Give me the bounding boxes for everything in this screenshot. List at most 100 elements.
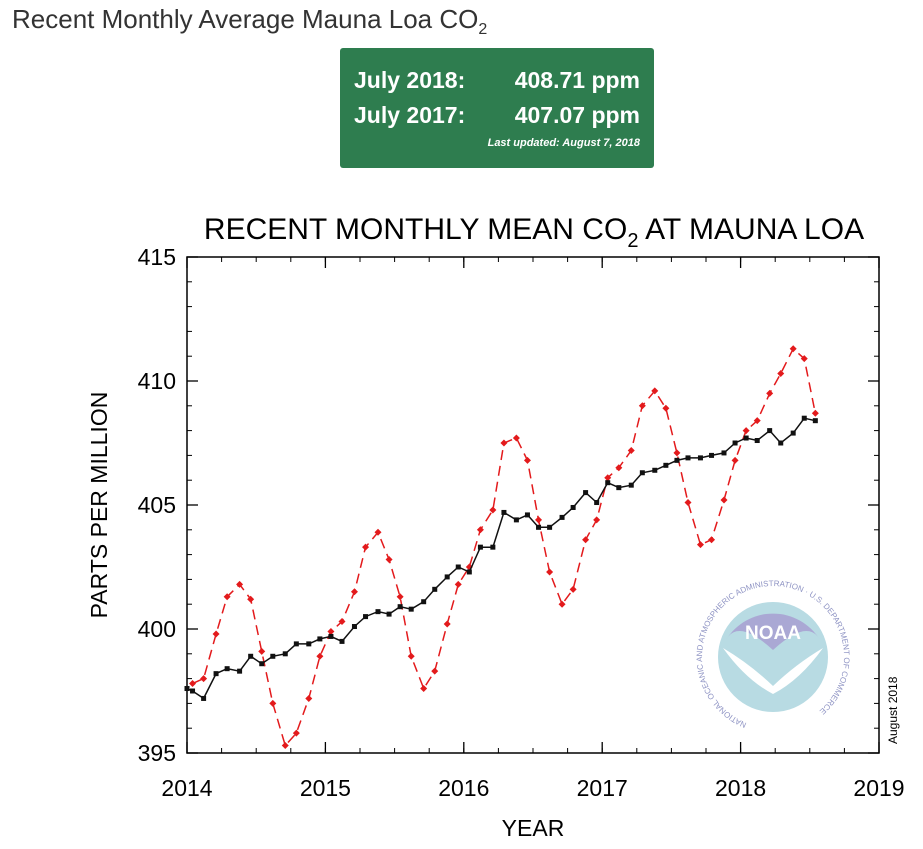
page-title-text: Recent Monthly Average Mauna Loa CO [12, 4, 479, 34]
trend-data-point [421, 599, 427, 605]
seasonal-data-point [420, 685, 428, 693]
trend-data-point [536, 524, 542, 530]
seasonal-data-point [374, 528, 382, 536]
trend-data-point [490, 544, 496, 550]
seasonal-data-point [569, 585, 577, 593]
seasonal-data-point [431, 667, 439, 675]
reading-row-current: July 2018: 408.71 ppm [354, 67, 640, 97]
trend-data-point [754, 438, 760, 444]
logo-bird [723, 648, 823, 694]
trend-data-point [594, 500, 600, 506]
y-axis-label: PARTS PER MILLION [86, 392, 112, 619]
trend-data-point [674, 457, 680, 463]
trend-data-point [583, 490, 589, 496]
trend-data-point [524, 512, 530, 518]
trend-data-point [306, 641, 312, 647]
seasonal-data-point [753, 417, 761, 425]
trend-data-point [293, 641, 299, 647]
seasonal-data-point [627, 446, 635, 454]
trend-data-point [351, 624, 357, 630]
reading-current-value: 408.71 ppm [514, 67, 640, 93]
readings-box: July 2018: 408.71 ppm July 2017: 407.07 … [340, 48, 654, 168]
trend-data-point [259, 661, 265, 667]
x-tick-label: 2015 [300, 775, 351, 801]
logo-wordmark: NOAA [745, 623, 801, 644]
chart-title: RECENT MONTHLY MEAN CO2 AT MAUNA LOA [204, 213, 864, 252]
seasonal-data-point [593, 516, 601, 524]
trend-data-point [501, 509, 507, 515]
seasonal-data-point [512, 434, 520, 442]
trend-data-point [812, 418, 818, 424]
seasonal-data-point [684, 499, 692, 507]
page-title: Recent Monthly Average Mauna Loa CO2 [12, 4, 487, 39]
trend-data-point [455, 564, 461, 570]
seasonal-data-point [200, 675, 208, 683]
chart-title-space [638, 213, 645, 246]
seasonal-data-point [292, 729, 300, 737]
seasonal-data-point [385, 556, 393, 564]
x-tick-label: 2017 [577, 775, 628, 801]
x-tick-label: 2014 [161, 775, 212, 801]
trend-data-point [317, 636, 323, 642]
seasonal-data-point [350, 588, 358, 596]
trend-data-point [697, 455, 703, 461]
trend-data-point [190, 688, 196, 694]
trend-data-point [477, 544, 483, 550]
seasonal-data-point [281, 742, 289, 750]
seasonal-data-point [407, 652, 415, 660]
seasonal-data-point [523, 456, 531, 464]
seasonal-data-point [316, 652, 324, 660]
last-updated: Last updated: August 7, 2018 [487, 137, 640, 149]
trend-data-point [616, 485, 622, 491]
trend-data-point [201, 695, 207, 701]
seasonal-data-point [615, 464, 623, 472]
seasonal-data-point [651, 387, 659, 395]
trend-data-point [652, 467, 658, 473]
seasonal-data-point [489, 506, 497, 514]
trend-data-point [224, 666, 230, 672]
x-axis-label: YEAR [502, 815, 565, 841]
seasonal-data-point [731, 456, 739, 464]
seasonal-data-point [582, 536, 590, 544]
trend-data-point [801, 415, 807, 421]
trend-data-point [270, 653, 276, 659]
seasonal-data-point [708, 536, 716, 544]
seasonal-data-point [476, 526, 484, 534]
seasonal-data-point [673, 449, 681, 457]
x-tick-label: 2019 [853, 775, 904, 801]
trend-data-point [282, 651, 288, 657]
seasonal-data-point [811, 409, 819, 417]
trend-data-point [213, 671, 219, 677]
trend-data-point [790, 430, 796, 436]
y-tick-label: 400 [138, 616, 176, 642]
trend-data-point [363, 614, 369, 620]
seasonal-data-point [720, 496, 728, 504]
trend-data-point [339, 638, 345, 644]
seasonal-data-point [305, 694, 313, 702]
trend-data-point [721, 450, 727, 456]
date-stamp: August 2018 [886, 676, 900, 744]
chart-title-main: RECENT MONTHLY MEAN CO [204, 213, 627, 246]
reading-previous-value: 407.07 ppm [514, 102, 640, 128]
trend-data-point [685, 455, 691, 461]
seasonal-data-point [443, 620, 451, 628]
seasonal-data-point [777, 370, 785, 378]
seasonal-data-point [742, 427, 750, 435]
seasonal-data-point [800, 355, 808, 363]
trend-data-point [605, 480, 611, 486]
reading-current-label: July 2018: [354, 67, 466, 93]
seasonal-data-point [454, 580, 462, 588]
seasonal-data-point [327, 627, 335, 635]
trend-data-point [397, 604, 403, 610]
trend-data-point [444, 574, 450, 580]
seasonal-data-point [696, 541, 704, 549]
trend-data-point [513, 517, 519, 523]
trend-data-point [570, 504, 576, 510]
trend-data-point [375, 609, 381, 615]
chart-title-subscript: 2 [627, 230, 638, 252]
trend-data-point [432, 586, 438, 592]
x-tick-label: 2016 [438, 775, 489, 801]
reading-row-previous: July 2017: 407.07 ppm [354, 102, 640, 132]
trend-data-point [547, 524, 553, 530]
y-tick-label: 415 [138, 244, 176, 270]
